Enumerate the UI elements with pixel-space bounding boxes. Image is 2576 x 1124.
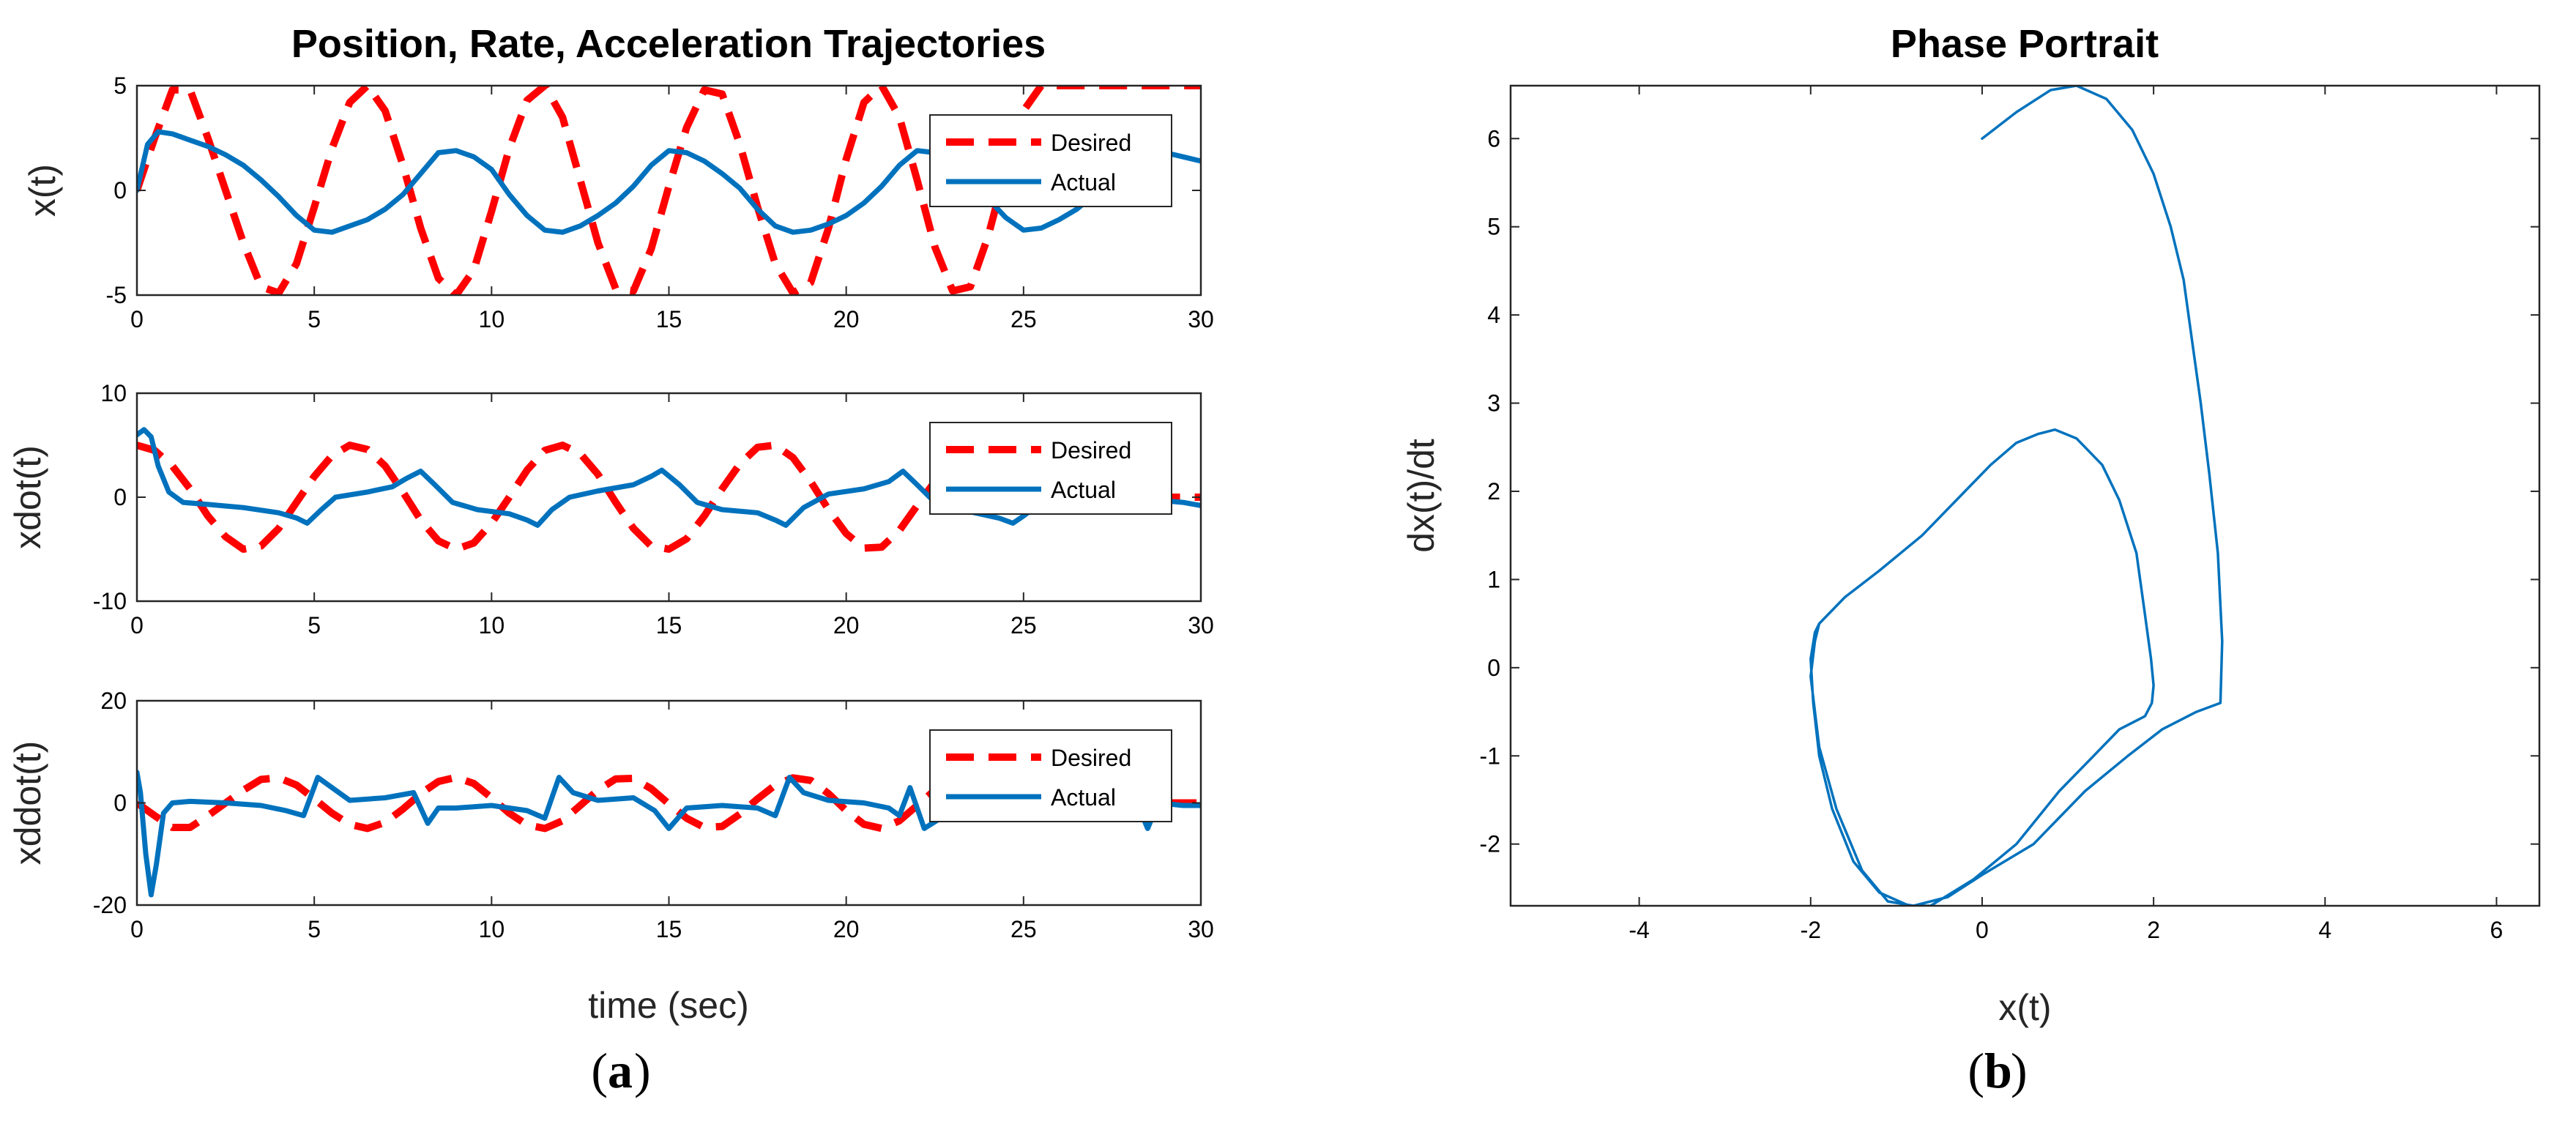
x-tick-label: 10 — [479, 612, 505, 639]
caption-b: ( b ) — [1968, 1043, 2027, 1098]
caption-a-close-paren: ) — [634, 1043, 651, 1098]
legend-3: Desired Actual — [929, 729, 1172, 822]
y-tick-label: -20 — [93, 892, 127, 918]
legend-1: Desired Actual — [929, 114, 1172, 207]
caption-b-close-paren: ) — [2011, 1043, 2028, 1098]
y-tick-label: -2 — [1480, 831, 1500, 857]
x-tick-label: 30 — [1188, 916, 1214, 942]
x-tick-label: 0 — [130, 916, 144, 942]
x-tick-label: 5 — [308, 306, 321, 332]
figure-a-xlabel: time (sec) — [588, 985, 748, 1026]
y-tick-label: 0 — [113, 484, 127, 510]
x-tick-label: 25 — [1010, 612, 1037, 639]
series-group-1 — [137, 86, 1201, 295]
caption-a: ( a ) — [591, 1043, 650, 1098]
x-tick-label: -4 — [1628, 917, 1649, 943]
x-tick-label: 15 — [656, 916, 682, 942]
x-tick-label: 15 — [656, 612, 682, 639]
x-tick-label: 15 — [656, 306, 682, 332]
y-tick-label: -1 — [1480, 742, 1500, 769]
series-line-actual-2 — [137, 427, 1201, 528]
y-tick-label: 0 — [1487, 655, 1500, 681]
series-line-desired-1 — [137, 86, 1201, 295]
series-group-4 — [1809, 86, 2224, 906]
x-tick-label: 4 — [2318, 917, 2331, 943]
axes-box-4 — [1509, 84, 2541, 907]
caption-a-letter: a — [608, 1043, 633, 1098]
x-tick-label: 30 — [1188, 306, 1214, 332]
legend-desired-label: Desired — [1051, 437, 1131, 464]
x-tick-label: 20 — [833, 916, 860, 942]
axes-4: -4 -2 0 2 4 6 -2 -1 0 1 2 3 4 5 6 dx(t)/dt x(t) — [1401, 84, 2541, 1028]
legend-box — [929, 114, 1172, 207]
y-tick-label: 10 — [100, 380, 127, 406]
legend-actual-label: Actual — [1051, 169, 1116, 196]
series-line-trajectory-4 — [1809, 86, 2224, 906]
x-tick-label: 5 — [308, 612, 321, 639]
series-group-2 — [137, 427, 1201, 553]
y-tick-label: 20 — [100, 688, 127, 714]
legend-actual-label: Actual — [1051, 784, 1116, 811]
x-tick-label: 2 — [2147, 917, 2160, 943]
y-axis-label: x(t) — [22, 164, 63, 217]
x-tick-label: 0 — [1976, 917, 1989, 943]
x-tick-label: -2 — [1801, 917, 1821, 943]
x-tick-label: 30 — [1188, 612, 1214, 639]
x-tick-label: 20 — [833, 612, 860, 639]
legend-desired-label: Desired — [1051, 130, 1131, 156]
y-axis-label: dx(t)/dt — [1401, 439, 1442, 553]
caption-b-letter: b — [1984, 1043, 2012, 1098]
y-tick-label: 0 — [113, 790, 127, 816]
y-tick-label: 2 — [1487, 478, 1500, 505]
y-tick-label: -10 — [93, 588, 127, 614]
legend-actual-label: Actual — [1051, 477, 1116, 503]
y-tick-label: 1 — [1487, 566, 1500, 592]
caption-b-open-paren: ( — [1968, 1043, 1984, 1098]
legend-box — [929, 422, 1172, 515]
y-tick-label: 5 — [113, 72, 127, 99]
y-tick-label: -5 — [106, 282, 127, 308]
y-tick-label: 3 — [1487, 390, 1500, 417]
y-axis-label: xdot(t) — [7, 445, 48, 549]
y-tick-label: 6 — [1487, 125, 1500, 152]
x-tick-label: 25 — [1010, 306, 1037, 332]
y-tick-label: 0 — [113, 177, 127, 204]
figure-a-title: Position, Rate, Acceleration Trajectorie… — [291, 22, 1046, 66]
legend-desired-label: Desired — [1051, 745, 1131, 771]
legend-2: Desired Actual — [929, 422, 1172, 515]
legend-box — [929, 729, 1172, 822]
y-axis-label: xddot(t) — [7, 741, 48, 866]
x-tick-label: 0 — [130, 306, 144, 332]
x-axis-label: x(t) — [1998, 987, 2051, 1028]
x-tick-label: 20 — [833, 306, 860, 332]
caption-a-open-paren: ( — [591, 1043, 608, 1098]
x-tick-label: 25 — [1010, 916, 1037, 942]
x-tick-label: 10 — [479, 916, 505, 942]
figure-b-title: Phase Portrait — [1891, 22, 2159, 66]
series-line-desired-2 — [137, 442, 1201, 553]
x-tick-label: 0 — [130, 612, 144, 639]
series-line-actual-1 — [137, 129, 1201, 235]
x-tick-label: 10 — [479, 306, 505, 332]
y-tick-label: 5 — [1487, 214, 1500, 240]
y-tick-label: 4 — [1487, 302, 1500, 328]
x-tick-label: 5 — [308, 916, 321, 942]
x-tick-label: 6 — [2490, 917, 2504, 943]
